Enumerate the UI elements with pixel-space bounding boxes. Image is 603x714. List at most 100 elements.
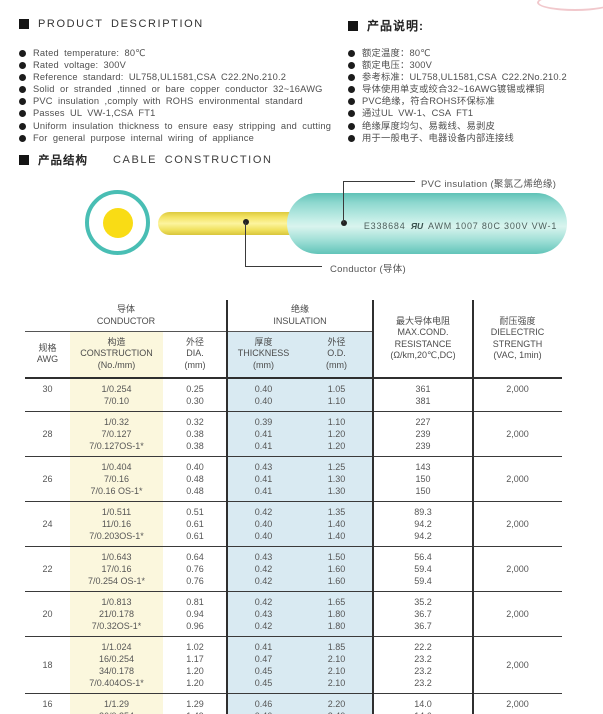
resistance-cell: 227 239 239 bbox=[373, 416, 473, 452]
cell-line: 0.41 bbox=[254, 474, 273, 484]
cell-line: 0.40 bbox=[254, 519, 273, 529]
cell-line: 1.20 bbox=[327, 441, 346, 451]
cell-line: 2,000 bbox=[506, 429, 529, 439]
square-bullet-icon bbox=[19, 19, 29, 29]
cable-print-text: E338684 ЯU AWM 1007 80C 300V VW-1 bbox=[358, 221, 563, 231]
resistance-cell: 143 150 150 bbox=[373, 461, 473, 497]
cell-line: 381 bbox=[415, 396, 431, 406]
cell-line: 0.47 bbox=[254, 654, 273, 664]
resistance-cell: 89.3 94.2 94.2 bbox=[373, 506, 473, 542]
dot-bullet-icon bbox=[19, 110, 26, 118]
cell-line: 1.35 bbox=[327, 507, 346, 517]
cell-line: 30 bbox=[42, 384, 53, 394]
cell-line: 1.20 bbox=[186, 666, 204, 676]
bullet-text: 导体使用单支或绞合32~16AWG镀锡或裸铜 bbox=[362, 84, 545, 95]
list-item: Uniform insulation thickness to ensure e… bbox=[19, 121, 331, 133]
cell-line: 0.25 bbox=[186, 384, 204, 394]
insulation-group-header: 绝缘 INSULATION bbox=[227, 300, 373, 332]
cell-line: 16 bbox=[42, 699, 53, 709]
dia-cell: 1.02 1.17 1.20 1.20 bbox=[163, 641, 227, 689]
cell-line: 0.42 bbox=[254, 564, 273, 574]
awg-cell: 20 bbox=[25, 596, 70, 632]
column-divider bbox=[226, 300, 228, 714]
dot-bullet-icon bbox=[348, 98, 355, 106]
table-row: 26 1/0.404 7/0.16 7/0.16 OS-1* 0.40 0.48 0.48 0… bbox=[25, 457, 562, 502]
list-item: 额定温度：80℃ bbox=[348, 48, 567, 60]
cell-line: 2.10 bbox=[327, 666, 346, 676]
dia-cell: 0.64 0.76 0.76 bbox=[163, 551, 227, 587]
awg-cell: 22 bbox=[25, 551, 70, 587]
cell-line: 1/1.29 bbox=[103, 699, 130, 709]
cell-line: 24 bbox=[42, 519, 53, 529]
cell-line: 0.38 bbox=[186, 429, 204, 439]
cell-line: 2,000 bbox=[506, 519, 529, 529]
od-cell: 1.10 1.20 1.20 bbox=[300, 416, 373, 452]
dielectric-cell: 2,000 bbox=[473, 461, 562, 497]
cell-line: 7/0.16 bbox=[103, 474, 130, 484]
resistance-cell: 22.2 23.2 23.2 23.2 bbox=[373, 641, 473, 689]
list-item: 额定电压：300V bbox=[348, 60, 567, 72]
thickness-cell: 0.43 0.42 0.42 bbox=[227, 551, 300, 587]
dielectric-cell: 2,000 bbox=[473, 698, 562, 714]
cable-spec: AWM 1007 80C 300V VW-1 bbox=[427, 221, 558, 231]
bullet-text: Solid or stranded ,tinned or bare copper… bbox=[33, 84, 323, 95]
cell-line: 0.40 bbox=[254, 531, 273, 541]
dielectric-cell: 2,000 bbox=[473, 596, 562, 632]
cell-line: 34/0.178 bbox=[98, 666, 135, 676]
cell-line: 1.80 bbox=[327, 621, 346, 631]
cell-line: 89.3 bbox=[414, 507, 432, 517]
resistance-header: 最大导体电阻 MAX.COND. RESISTANCE (Ω/km,20℃,DC… bbox=[390, 315, 456, 361]
cell-line: 26/0.254 bbox=[99, 710, 134, 714]
thickness-cell: 0.460.46 bbox=[227, 698, 300, 714]
column-divider bbox=[372, 300, 374, 714]
leader-dot bbox=[341, 220, 347, 226]
bullet-text: Passes UL VW-1,CSA FT1 bbox=[33, 108, 156, 119]
cell-line: 1.65 bbox=[327, 597, 346, 607]
cell-line: 0.43 bbox=[254, 462, 273, 472]
od-cell: 1.35 1.40 1.40 bbox=[300, 506, 373, 542]
dielectric-cell: 2,000 bbox=[473, 506, 562, 542]
cell-line: 21/0.178 bbox=[98, 609, 135, 619]
cell-line: 23.2 bbox=[414, 678, 432, 688]
cell-line: 36.7 bbox=[414, 621, 432, 631]
cell-line: 0.30 bbox=[186, 396, 204, 406]
product-description-cn-list: 额定温度：80℃ 额定电压：300V 参考标准：UL758,UL1581,CSA… bbox=[348, 48, 567, 145]
thickness-header: 厚度 THICKNESS (mm) bbox=[237, 336, 290, 370]
list-item: 导体使用单支或绞合32~16AWG镀锡或裸铜 bbox=[348, 84, 567, 96]
od-cell: 1.85 2.10 2.10 2.10 bbox=[300, 641, 373, 689]
cell-line: 1.60 bbox=[327, 564, 346, 574]
dot-bullet-icon bbox=[348, 110, 355, 118]
leader-line bbox=[343, 181, 345, 223]
cell-line: 2.40 bbox=[328, 710, 346, 714]
table-row: 161/1.2926/0.2541.291.490.460.462.202.40… bbox=[25, 694, 562, 714]
resistance-cell: 361 381 bbox=[373, 383, 473, 407]
cell-line: 0.81 bbox=[186, 597, 204, 607]
cell-line: 0.96 bbox=[186, 621, 204, 631]
dot-bullet-icon bbox=[19, 62, 26, 70]
dia-cell: 0.32 0.38 0.38 bbox=[163, 416, 227, 452]
cell-line: 1.29 bbox=[186, 699, 204, 709]
cell-line: 1/0.511 bbox=[101, 507, 132, 517]
cell-line: 0.41 bbox=[254, 441, 273, 451]
dot-bullet-icon bbox=[19, 50, 26, 57]
dot-bullet-icon bbox=[19, 86, 26, 94]
dia-header: 外径 DIA. (mm) bbox=[184, 336, 206, 370]
dielectric-cell: 2,000 bbox=[473, 383, 562, 407]
cell-line: 2,000 bbox=[506, 660, 529, 670]
cell-line: 0.42 bbox=[254, 597, 273, 607]
cell-line: 2,000 bbox=[506, 609, 529, 619]
cell-line: 0.45 bbox=[254, 666, 273, 676]
section-title-cn: 产品结构 bbox=[38, 155, 88, 167]
table-header: 导体 CONDUCTOR 绝缘 INSULATION 最大导体电阻 MAX.CO… bbox=[25, 300, 562, 379]
product-description-list: Rated temperature: 80℃ Rated voltage: 30… bbox=[19, 48, 331, 145]
cell-line: 0.39 bbox=[254, 417, 273, 427]
bullet-text: Rated temperature: 80℃ bbox=[33, 48, 146, 58]
construction-cell: 1/0.813 21/0.178 7/0.32OS-1* bbox=[70, 596, 163, 632]
cell-line: 1.25 bbox=[327, 462, 346, 472]
cell-line: 28 bbox=[42, 429, 53, 439]
cell-line: 0.43 bbox=[254, 552, 273, 562]
cell-line: 7/0.254 OS-1* bbox=[87, 576, 146, 586]
cell-line: 20 bbox=[42, 609, 53, 619]
cell-line: 1.60 bbox=[327, 576, 346, 586]
